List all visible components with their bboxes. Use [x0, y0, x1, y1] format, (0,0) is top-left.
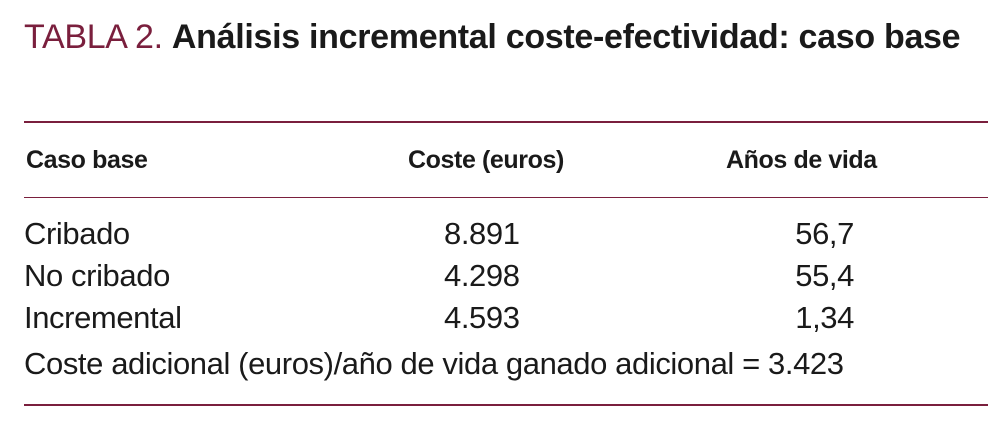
bottom-rule — [24, 404, 988, 406]
row-years: 1,34 — [795, 300, 854, 335]
table-row: Cribado 8.891 56,7 — [24, 213, 988, 255]
top-rule — [24, 121, 988, 123]
row-cost: 4.298 — [444, 258, 520, 293]
column-header-cost: Coste (euros) — [408, 146, 564, 174]
row-cost: 8.891 — [444, 216, 520, 251]
table-row: No cribado 4.298 55,4 — [24, 255, 988, 297]
header-rule — [24, 197, 988, 198]
row-years: 56,7 — [795, 216, 854, 251]
row-cost: 4.593 — [444, 300, 520, 335]
row-years: 55,4 — [795, 258, 854, 293]
column-header-case: Caso base — [26, 146, 148, 174]
table-row: Incremental 4.593 1,34 — [24, 297, 988, 339]
table-title-text: Análisis incremental coste-efectividad: … — [171, 18, 961, 56]
row-name: Cribado — [24, 216, 130, 251]
table-footer-note: Coste adicional (euros)/año de vida gana… — [24, 346, 844, 381]
row-name: Incremental — [24, 300, 182, 335]
table-number-label: TABLA 2. — [24, 18, 163, 56]
column-header-years: Años de vida — [726, 146, 877, 174]
table-body: Cribado 8.891 56,7 No cribado 4.298 55,4… — [24, 213, 988, 339]
table-title: TABLA 2. Análisis incremental coste-efec… — [24, 14, 994, 61]
row-name: No cribado — [24, 258, 170, 293]
